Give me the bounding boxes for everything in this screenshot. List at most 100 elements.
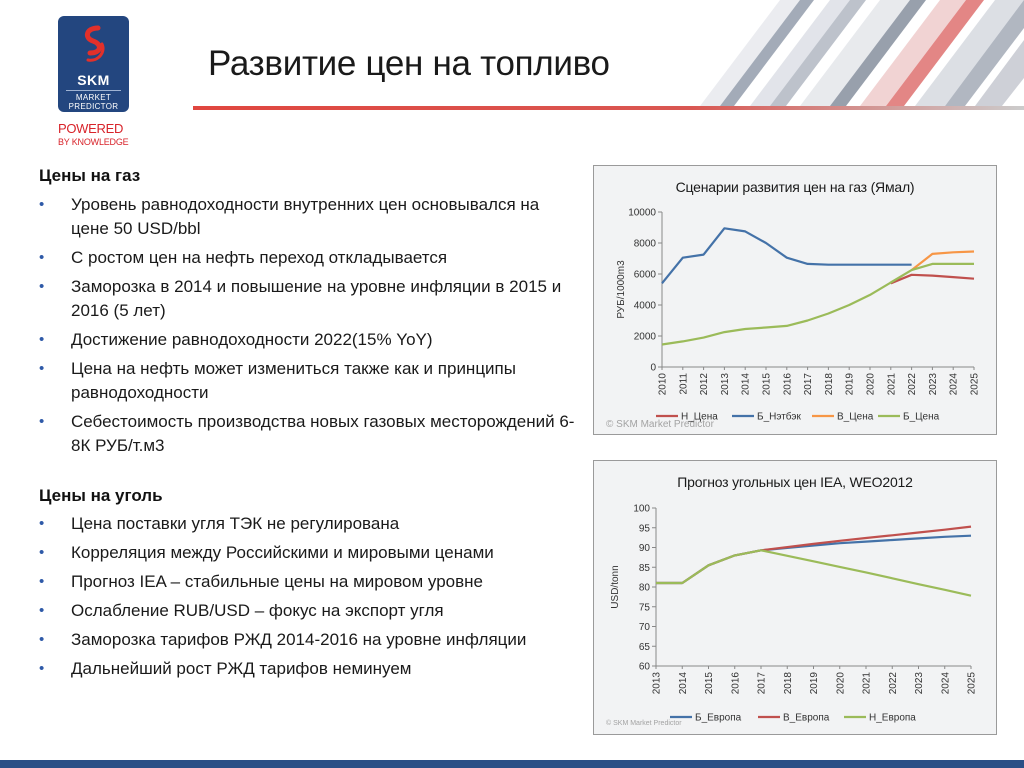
title-rule	[193, 106, 1024, 110]
list-item: • Себестоимость производства новых газовы…	[39, 410, 579, 458]
x-tick-label: 2025	[967, 672, 978, 695]
y-tick-label: 6000	[634, 270, 657, 281]
x-tick-label: 2023	[928, 373, 939, 396]
bullet-icon: •	[39, 631, 45, 648]
bullet-text: Цена поставки угля ТЭК не регулирована	[71, 514, 400, 533]
x-tick-label: 2017	[757, 672, 768, 695]
list-item: • Корреляция между Российскими и мировыми…	[39, 541, 579, 565]
y-tick-label: 75	[639, 602, 651, 613]
y-tick-label: 0	[650, 363, 656, 374]
logo-line2: PREDICTOR	[68, 102, 119, 111]
legend-label: В_Цена	[837, 412, 874, 423]
coal-chart: 60 65 70 75 80 85 90 95 100 2013 2014 2015 2016 2017 2…	[606, 504, 978, 728]
x-tick-label: 2013	[720, 373, 731, 396]
watermark: © SKM Market Predictor	[606, 419, 715, 430]
gas-chart-panel: Сценарии развития цен на газ (Ямал) 0 200…	[593, 165, 997, 435]
bullet-text: Уровень равнодоходности внутренних цен о…	[71, 195, 540, 238]
bullet-icon: •	[39, 331, 45, 348]
y-tick-label: 4000	[634, 301, 657, 312]
list-item: • Заморозка в 2014 и повышение на уровне …	[39, 275, 579, 323]
legend-label: Б_Нэтбэк	[757, 411, 802, 423]
x-tick-label: 2024	[949, 373, 960, 396]
bullet-text: Заморозка в 2014 и повышение на уровне и…	[71, 277, 562, 320]
x-tick-label: 2022	[888, 672, 899, 695]
bullet-icon: •	[39, 360, 45, 377]
bullet-icon: •	[39, 660, 45, 677]
bullet-text: Достижение равнодоходности 2022(15% YoY)	[71, 330, 433, 349]
bullet-icon: •	[39, 573, 45, 590]
y-tick-label: 10000	[628, 208, 656, 219]
bullet-text: Цена на нефть может измениться также как…	[71, 359, 516, 402]
page-title: Развитие цен на топливо	[208, 44, 610, 83]
y-axis-label: USD/tonn	[610, 565, 621, 608]
y-tick-label: 85	[639, 563, 651, 574]
list-item: • С ростом цен на нефть переход откладыва…	[39, 246, 579, 270]
legend-label: Н_Цена	[681, 412, 718, 423]
x-tick-label: 2015	[762, 373, 773, 396]
bullet-icon: •	[39, 413, 45, 430]
coal-chart-panel: Прогноз угольных цен IEA, WEO2012 60 65 70…	[593, 460, 997, 735]
x-tick-label: 2018	[824, 373, 835, 396]
x-tick-label: 2020	[866, 373, 877, 396]
series-line	[910, 250, 975, 271]
list-item: • Достижение равнодоходности 2022(15% YoY…	[39, 328, 579, 352]
y-tick-label: 70	[639, 622, 651, 633]
bullet-text: Корреляция между Российскими и мировыми …	[71, 543, 494, 562]
x-tick-label: 2020	[835, 672, 846, 695]
x-tick-label: 2019	[809, 672, 820, 695]
x-tick-label: 2016	[782, 373, 793, 396]
chart-title: Прогноз угольных цен IEA, WEO2012	[677, 474, 913, 490]
gas-bullet-list: • Уровень равнодоходности внутренних цен …	[39, 193, 579, 463]
x-tick-label: 2012	[699, 373, 710, 396]
legend-label: Б_Цена	[903, 412, 940, 423]
list-item: • Дальнейший рост РЖД тарифов неминуем	[39, 657, 579, 681]
x-tick-label: 2014	[678, 672, 689, 695]
x-tick-label: 2013	[652, 672, 663, 695]
bullet-icon: •	[39, 544, 45, 561]
x-tick-label: 2015	[704, 672, 715, 695]
logo-line1: MARKET	[75, 93, 112, 102]
series-line	[656, 549, 972, 597]
bullet-icon: •	[39, 278, 45, 295]
bullet-text: С ростом цен на нефть переход откладывае…	[71, 248, 448, 267]
logo-brand: SKM	[77, 72, 110, 88]
bullet-icon: •	[39, 249, 45, 266]
x-tick-label: 2017	[803, 373, 814, 396]
list-item: • Заморозка тарифов РЖД 2014-2016 на уров…	[39, 628, 579, 652]
bullet-text: Прогноз IEA – стабильные цены на мировом…	[71, 572, 483, 591]
x-tick-label: 2021	[886, 373, 897, 396]
legend-label: Н_Европа	[869, 713, 916, 724]
list-item: • Ослабление RUB/USD – фокус на экспорт у…	[39, 599, 579, 623]
bullet-icon: •	[39, 515, 45, 532]
x-tick-label: 2022	[907, 373, 918, 396]
bullet-text: Заморозка тарифов РЖД 2014-2016 на уровн…	[71, 630, 527, 649]
list-item: • Цена на нефть может измениться также ка…	[39, 357, 579, 405]
y-axis-label: РУБ/1000m3	[616, 260, 627, 319]
x-tick-label: 2023	[914, 672, 925, 695]
coal-heading: Цены на уголь	[39, 486, 163, 505]
powered-text: POWERED	[58, 121, 124, 136]
bullet-icon: •	[39, 196, 45, 213]
legend-label: Б_Европа	[695, 713, 742, 724]
watermark: © SKM Market Predictor	[606, 719, 682, 727]
skm-swirl-icon	[84, 25, 105, 62]
y-tick-label: 90	[639, 543, 651, 554]
y-tick-label: 100	[633, 504, 650, 515]
bullet-text: Ослабление RUB/USD – фокус на экспорт уг…	[71, 601, 444, 620]
x-tick-label: 2019	[845, 373, 856, 396]
y-tick-label: 60	[639, 662, 651, 673]
logo-divider	[66, 90, 121, 91]
x-tick-label: 2011	[678, 373, 689, 395]
x-tick-label: 2021	[862, 672, 873, 695]
y-tick-label: 95	[639, 523, 651, 534]
gas-heading: Цены на газ	[39, 166, 141, 185]
x-tick-label: 2014	[741, 373, 752, 396]
bottom-bar	[0, 760, 1024, 768]
x-tick-label: 2025	[970, 373, 981, 396]
series-line	[656, 525, 972, 585]
series-line	[661, 227, 912, 284]
legend-label: В_Европа	[783, 713, 830, 724]
list-item: • Цена поставки угля ТЭК не регулирована	[39, 512, 579, 536]
series-line	[890, 273, 975, 285]
y-tick-label: 65	[639, 642, 651, 653]
